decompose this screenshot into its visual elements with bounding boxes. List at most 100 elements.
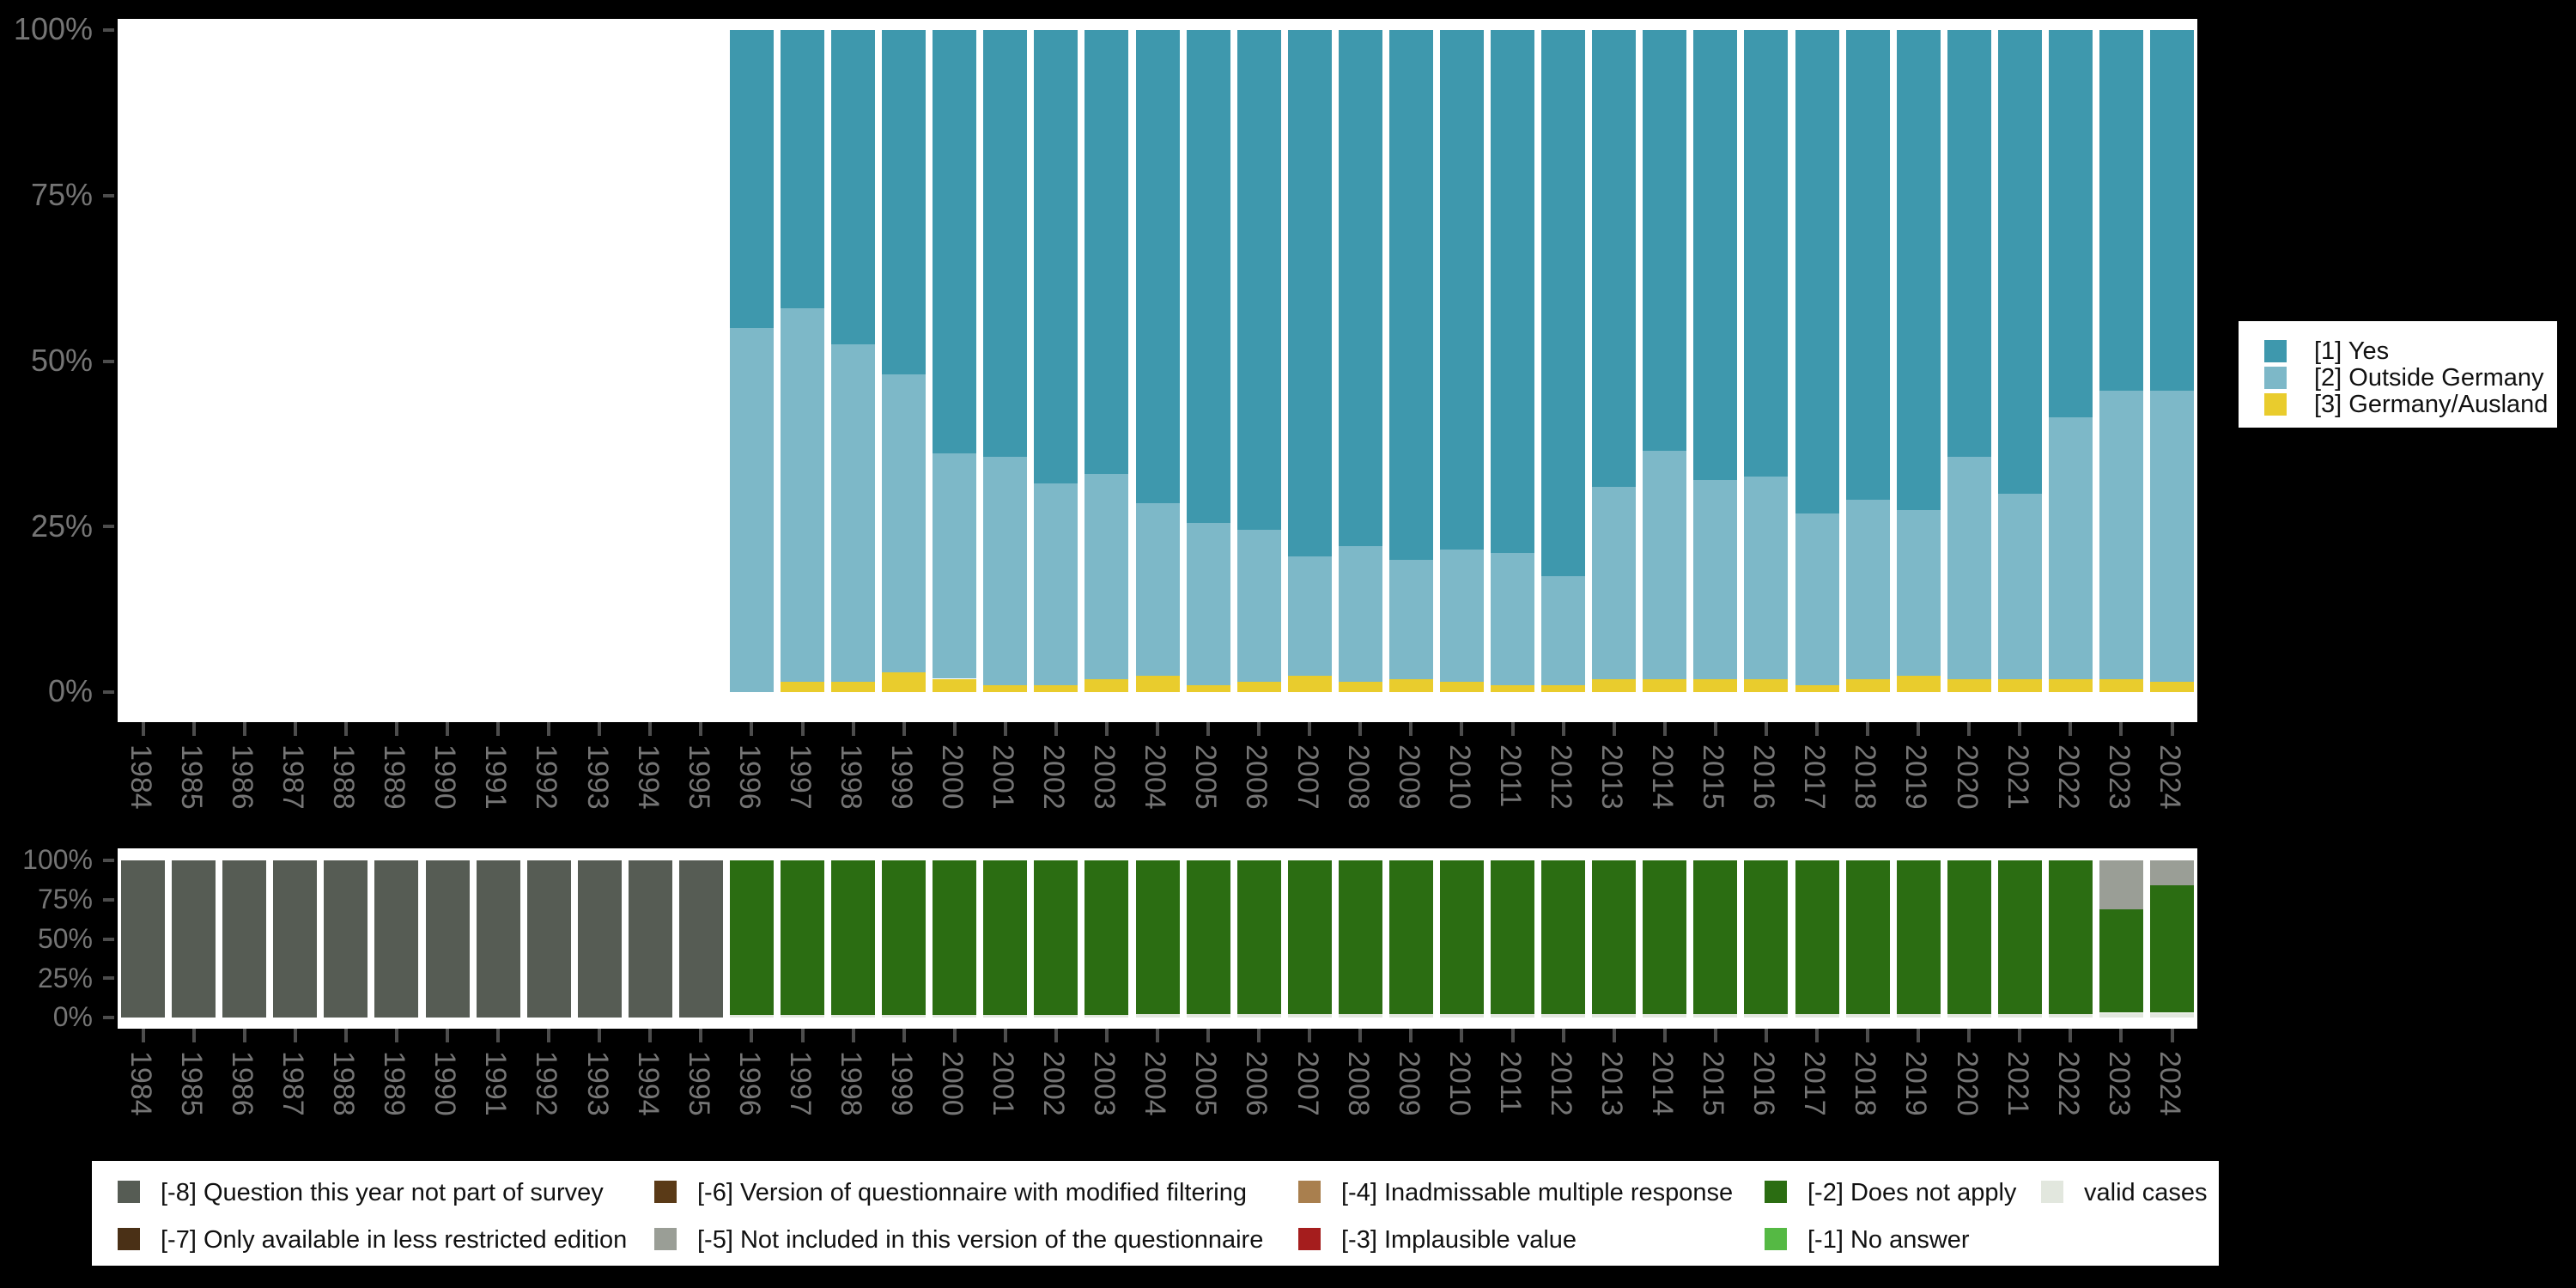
x-axis-tick-label: 1990 [428,1051,462,1116]
x-axis-tick [394,1029,398,1042]
bar-segment [1845,678,1890,692]
x-axis-tick [1308,722,1312,736]
bar-segment [781,1015,824,1018]
x-axis-tick [1967,1029,1971,1042]
x-axis-tick [1156,1029,1159,1042]
x-axis-tick [851,722,855,736]
x-axis-tick-label: 1997 [783,1051,817,1116]
legend-swatch [2264,393,2287,416]
bar-segment [1896,510,1941,676]
y-axis-tick [103,897,114,902]
bar-segment [2048,417,2093,679]
x-axis-tick-label: 2006 [1240,744,1273,810]
y-axis-tick-label: 75% [37,884,93,915]
bar-segment [1592,1014,1637,1018]
bar-segment [1744,678,1789,692]
legend-swatch [654,1228,677,1250]
x-axis-tick-label: 1985 [174,744,208,810]
x-axis-tick-label: 1989 [378,744,411,810]
x-axis-tick [1612,1029,1616,1042]
x-axis-tick [394,722,398,736]
legend-label: [-1] No answer [1807,1226,1970,1254]
bar-segment [1541,860,1586,1015]
x-axis-tick-label: 2022 [2051,744,2085,810]
x-axis-tick-label: 2019 [1899,1051,1933,1116]
x-axis-tick [446,722,449,736]
bar-segment [1388,678,1433,692]
bar-segment [1439,860,1484,1015]
y-axis-tick [103,28,114,32]
bar-segment [1744,1014,1789,1018]
bar-segment [1947,860,1991,1015]
x-axis-tick [1460,722,1464,736]
missing-legend: [-8] Question this year not part of surv… [90,1159,2221,1267]
legend-swatch [1765,1181,1787,1203]
bar-segment [678,860,723,1018]
bar-segment [983,860,1028,1016]
bar-segment [831,30,876,345]
bar-segment [933,1015,977,1018]
x-axis-tick-label: 2012 [1544,744,1577,810]
bar-segment [2150,391,2194,683]
x-axis-tick-label: 2008 [1341,744,1375,810]
y-axis-tick-label: 25% [37,962,93,993]
y-axis-tick-label: 100% [22,844,93,876]
bar-segment [1388,559,1433,679]
y-axis-tick [103,1016,114,1019]
x-axis-tick [952,1029,957,1042]
legend-label: [3] Germany/Ausland [2314,391,2549,418]
bar-segment [1236,30,1281,531]
x-axis-tick-label: 1991 [479,744,513,810]
bar-segment [577,860,622,1018]
x-axis-tick-label: 2011 [1493,1051,1527,1115]
bar-segment [1236,1014,1281,1018]
y-axis-tick-label: 0% [52,1001,93,1033]
x-axis-tick [2170,1029,2174,1042]
x-axis-tick [1764,722,1768,736]
x-axis-tick [1561,722,1565,736]
x-axis-tick [496,722,500,736]
x-axis-tick-label: 1985 [174,1051,208,1116]
legend-label: [-5] Not included in this version of the… [697,1226,1264,1254]
bar-segment [1135,503,1180,676]
bar-segment [121,860,165,1018]
legend-label: [-3] Implausible value [1341,1226,1577,1254]
bar-segment [933,860,977,1016]
x-axis-tick [1510,722,1515,736]
bar-segment [2099,30,2143,392]
y-axis-tick [103,193,114,197]
x-axis-tick [1257,722,1261,736]
x-axis-tick [1713,1029,1717,1042]
x-axis-tick [800,722,805,736]
x-axis-tick [851,1029,855,1042]
bar-segment [1236,530,1281,683]
x-axis-tick [242,1029,246,1042]
bar-segment [1795,30,1839,513]
bar-segment [1541,1014,1586,1018]
bar-segment [1997,678,2042,692]
bar-segment [273,860,318,1018]
x-axis-tick [343,722,348,736]
x-axis-tick-label: 2012 [1544,1051,1577,1116]
bar-segment [1896,675,1941,692]
y-axis-tick-label: 25% [30,507,93,544]
y-axis-tick-label: 50% [30,342,93,378]
x-axis-tick-label: 1994 [631,1051,665,1116]
x-axis-tick [1409,722,1413,736]
x-axis-tick-label: 1993 [580,1051,614,1116]
bar-segment [1592,487,1637,679]
bar-segment [1338,860,1382,1015]
bar-segment [526,860,571,1018]
x-axis-tick-label: 1998 [834,744,867,810]
bar-segment [1845,1014,1890,1018]
x-axis-tick-label: 1996 [732,744,766,810]
x-axis-tick [1358,1029,1363,1042]
bar-segment [1135,1014,1180,1018]
x-axis-tick [1815,1029,1819,1042]
legend-swatch [118,1228,140,1250]
x-axis-tick-label: 1984 [124,744,157,810]
bar-segment [1693,860,1738,1015]
bar-segment [1439,30,1484,550]
bar-segment [1845,500,1890,679]
bar-segment [1845,30,1890,501]
